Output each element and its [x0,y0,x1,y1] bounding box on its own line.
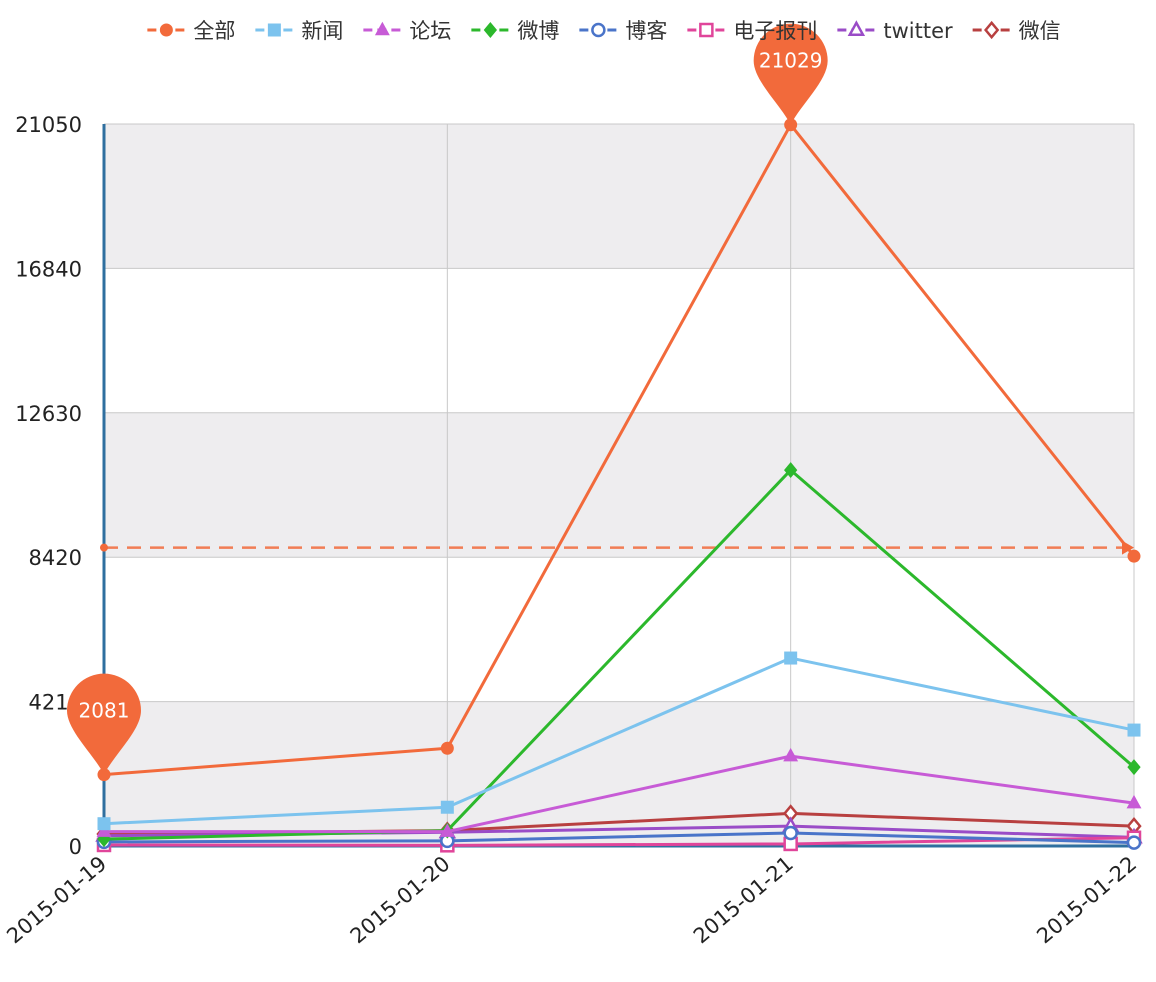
series-line [103,656,1135,826]
data-point [1127,759,1141,776]
legend-item--[interactable]: 论坛 [363,19,451,43]
legend-label: 电子报刊 [733,19,817,43]
data-point [440,741,454,755]
legend-marker [374,21,390,36]
legend-label: 微博 [517,19,559,43]
legend-marker [483,22,498,38]
y-tick-label: 8420 [29,546,82,570]
legend-item--[interactable]: 电子报刊 [687,19,817,43]
data-point [783,747,799,762]
pin-markers: 2081 21029 [67,23,828,775]
series-- [97,651,1141,831]
data-point [96,823,112,837]
average-line-start [100,543,108,552]
data-point [1126,794,1142,809]
plot-band [104,268,1134,413]
legend-marker [699,22,714,38]
data-point [97,817,111,831]
series-lines [95,118,1143,853]
legend-label: 新闻 [301,19,343,43]
legend-label: twitter [883,19,953,43]
plot-band [104,701,1134,846]
y-tick-label: 16840 [15,257,82,281]
legend-item-twitter[interactable]: twitter [837,19,953,43]
plot-band [104,124,1134,269]
plot-band [104,557,1134,702]
pin-label: 21029 [759,49,823,73]
legend[interactable]: 全部 新闻 论坛 微博 博客 电子报刊 twitter 微信 [147,19,1061,43]
data-point [439,823,455,837]
y-tick-label: 21050 [15,113,82,137]
legend-marker [159,23,173,37]
pin-21029: 21029 [753,23,828,125]
legend-marker [267,23,281,37]
legend-item--[interactable]: 全部 [147,19,235,43]
legend-marker [847,20,866,37]
series-- [96,747,1142,837]
y-tick-label: 12630 [15,402,82,426]
legend-marker [591,22,606,38]
data-point [784,651,798,665]
series-line [103,123,1136,777]
x-tick-label: 2015-01-19 [2,851,111,948]
data-point [784,462,798,479]
data-point [783,825,798,841]
pin-shape [753,23,828,125]
series-line [103,468,1135,841]
plot-bands [104,124,1134,846]
legend-label: 博客 [625,19,667,43]
legend-item--[interactable]: 新闻 [255,19,343,43]
series-line [103,831,1135,845]
legend-item--[interactable]: 博客 [579,19,667,43]
pin-2081: 2081 [67,673,141,775]
x-tick-label: 2015-01-22 [1032,851,1141,948]
x-tick-label: 2015-01-21 [689,851,798,948]
data-point [1127,723,1141,737]
legend-marker [984,20,1000,40]
data-point [440,800,454,814]
legend-label: 论坛 [409,19,451,43]
legend-item--[interactable]: 微信 [972,19,1061,43]
legend-label: 微信 [1019,19,1061,43]
series-line [103,836,1135,847]
legend-label: 全部 [193,19,235,43]
data-point [1127,549,1141,563]
pin-label: 2081 [79,699,130,723]
data-point [1126,835,1142,850]
pin-shape [67,673,141,775]
legend-item--[interactable]: 微博 [471,19,559,43]
series-- [96,825,1142,850]
y-tick-label: 0 [69,835,82,859]
x-tick-label: 2015-01-20 [346,851,455,948]
x-axis-ticks: 2015-01-19 2015-01-20 2015-01-21 2015-01-22 [2,851,1141,948]
series-line [104,754,1135,834]
